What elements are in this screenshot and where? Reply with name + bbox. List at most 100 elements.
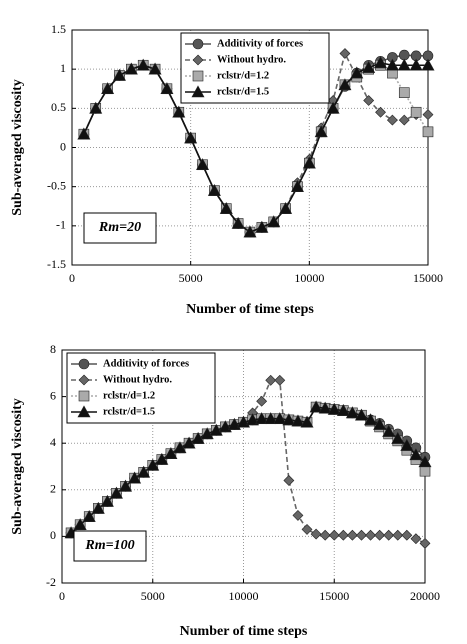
marker xyxy=(173,441,187,454)
y-tick-label: -0.5 xyxy=(47,178,66,192)
marker xyxy=(73,518,87,531)
y-tick-label: 8 xyxy=(50,342,56,356)
y-tick-label: 4 xyxy=(50,435,56,449)
marker xyxy=(255,220,269,233)
marker xyxy=(392,529,404,541)
marker xyxy=(337,529,349,541)
y-axis-label: Sub-averaged viscosity xyxy=(10,79,25,216)
marker xyxy=(356,529,367,541)
annotation: Rm=20 xyxy=(98,220,141,235)
marker xyxy=(400,438,414,451)
marker xyxy=(192,54,204,66)
y-tick-label: -1.5 xyxy=(47,257,66,271)
plot-frame xyxy=(71,29,429,266)
marker xyxy=(374,56,388,69)
marker xyxy=(346,529,358,541)
marker xyxy=(160,82,174,95)
marker xyxy=(192,70,204,82)
marker xyxy=(338,78,352,91)
legend-label: Additivity of forces xyxy=(217,38,303,49)
marker xyxy=(200,427,214,440)
marker xyxy=(172,105,186,118)
marker xyxy=(398,87,410,98)
marker xyxy=(274,374,286,386)
marker xyxy=(300,415,314,428)
marker xyxy=(136,58,150,71)
marker xyxy=(191,431,205,444)
marker xyxy=(196,158,210,171)
marker xyxy=(410,106,422,118)
marker xyxy=(391,431,405,444)
marker xyxy=(109,486,123,499)
marker xyxy=(419,537,431,549)
y-tick-label: 1.5 xyxy=(51,22,66,36)
marker xyxy=(310,528,322,540)
marker xyxy=(243,225,257,238)
marker xyxy=(345,406,359,419)
x-tick-label: 10000 xyxy=(229,589,259,603)
marker xyxy=(112,68,126,81)
marker xyxy=(184,131,198,144)
marker xyxy=(422,109,434,121)
marker xyxy=(182,436,196,449)
marker xyxy=(422,126,434,138)
marker xyxy=(219,201,233,214)
x-tick-label: 0 xyxy=(69,271,75,285)
y-tick-label: -1 xyxy=(56,218,66,232)
marker xyxy=(302,156,316,169)
marker xyxy=(373,417,387,430)
marker xyxy=(100,494,114,507)
marker xyxy=(207,183,221,196)
annotation-box xyxy=(83,212,157,244)
y-tick-label: 0.5 xyxy=(51,100,66,114)
legend-label: rclstr/d=1.5 xyxy=(103,406,155,417)
annotation-box xyxy=(73,530,147,562)
marker xyxy=(339,48,351,59)
marker xyxy=(364,413,378,426)
marker xyxy=(77,127,91,140)
marker xyxy=(363,95,375,106)
marker xyxy=(164,447,178,459)
marker xyxy=(209,423,223,436)
marker xyxy=(292,510,304,521)
marker xyxy=(279,201,293,214)
marker xyxy=(192,38,204,50)
marker xyxy=(265,374,277,386)
marker xyxy=(382,424,396,437)
y-tick-label: 2 xyxy=(50,482,56,496)
legend-label: Without hydro. xyxy=(103,374,172,385)
marker xyxy=(309,400,323,413)
y-tick-label: 0 xyxy=(60,139,66,153)
marker xyxy=(398,49,410,61)
marker xyxy=(91,501,105,514)
marker xyxy=(421,58,435,71)
y-tick-label: 6 xyxy=(50,388,56,402)
marker xyxy=(264,412,278,425)
marker xyxy=(290,180,304,192)
marker xyxy=(397,58,411,71)
marker xyxy=(354,408,368,421)
y-tick-label: 0 xyxy=(50,528,56,542)
x-tick-label: 5000 xyxy=(141,589,165,603)
marker xyxy=(155,452,169,465)
marker xyxy=(246,413,260,426)
x-tick-label: 5000 xyxy=(179,271,203,285)
marker xyxy=(282,413,296,426)
marker xyxy=(418,455,432,468)
marker xyxy=(255,412,269,425)
marker xyxy=(89,101,103,114)
marker xyxy=(101,82,115,95)
legend-label: Additivity of forces xyxy=(103,358,189,369)
y-axis-label: Sub-averaged viscosity xyxy=(10,398,25,535)
marker xyxy=(336,403,350,416)
marker xyxy=(267,215,281,228)
y-tick-label: 1 xyxy=(60,61,66,75)
legend-label: rclstr/d=1.5 xyxy=(217,86,269,97)
marker xyxy=(128,471,142,484)
marker xyxy=(231,216,245,229)
legend-label: Without hydro. xyxy=(217,54,286,65)
marker xyxy=(409,448,423,461)
marker xyxy=(326,101,340,114)
